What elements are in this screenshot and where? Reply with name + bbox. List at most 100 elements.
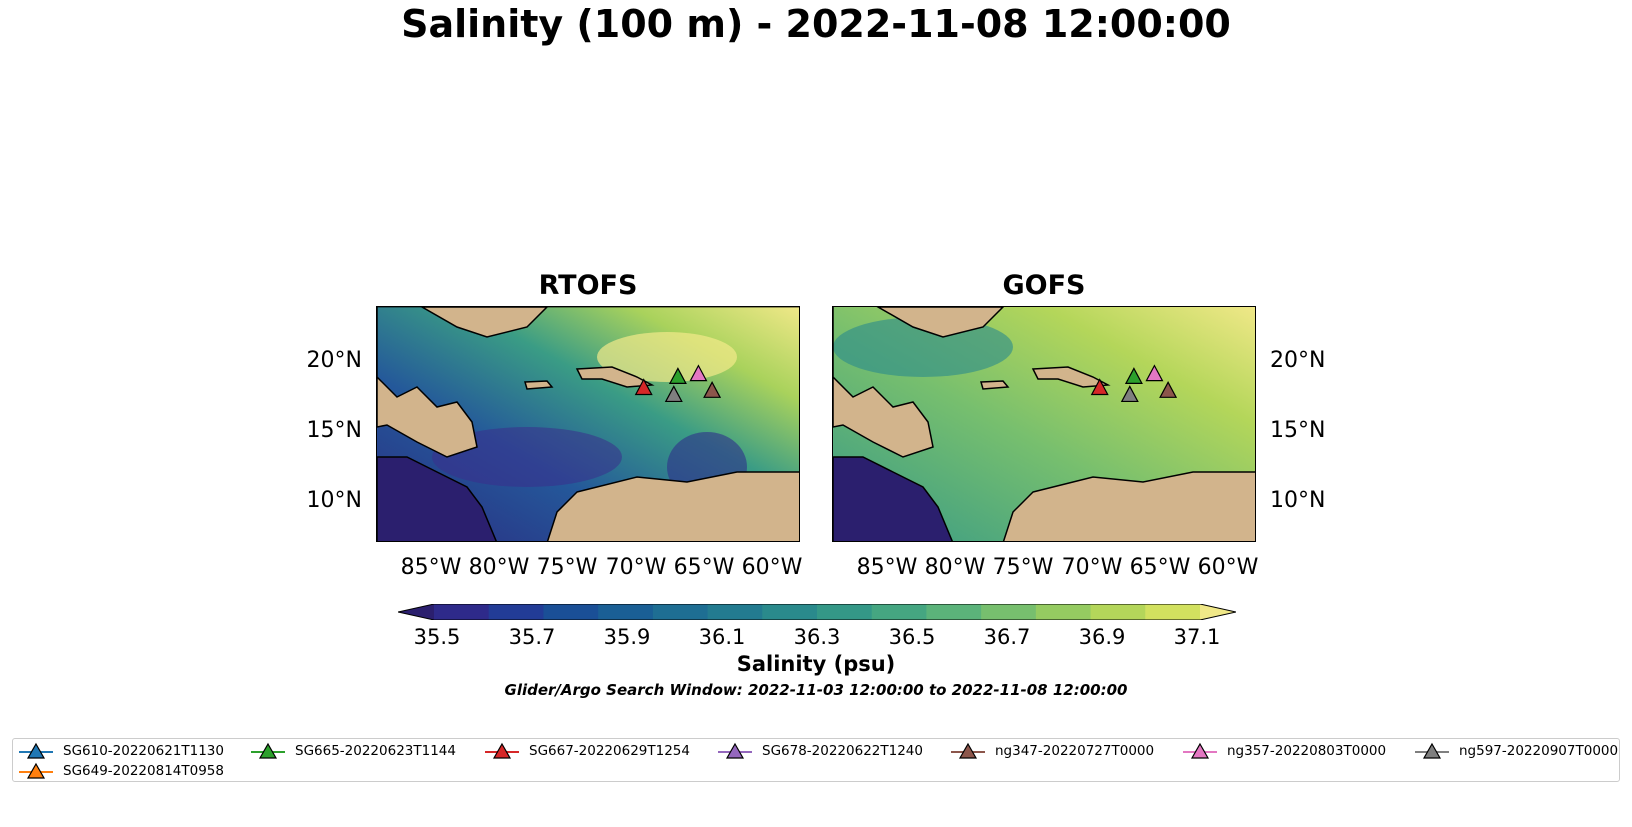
colorbar-tick: 36.5 [888,625,936,649]
legend-label: SG649-20220814T0958 [63,763,224,779]
triangle-marker-icon [485,742,519,759]
lon-tick-rtofs: 70°W [605,555,667,580]
glider-marker [1145,364,1164,382]
colorbar-segment [926,604,982,620]
glider-marker [634,378,653,396]
colorbar-tick: 36.3 [793,625,841,649]
triangle-marker-icon [951,742,985,759]
panel-title-rtofs: RTOFS [538,270,638,301]
legend-item: SG665-20220623T1144 [251,741,456,761]
colorbar-extend-min [398,604,434,620]
legend-label: ng597-20220907T0000 [1459,743,1619,759]
pacific-region [377,456,497,541]
lon-tick-rtofs: 75°W [536,555,598,580]
map-gofs[interactable] [832,306,1256,542]
lat-tick-right: 10°N [1270,488,1326,513]
legend-item: SG649-20220814T0958 [19,761,224,781]
colorbar [398,604,1236,620]
legend-label: ng347-20220727T0000 [995,743,1155,759]
colorbar-tick: 36.1 [698,625,746,649]
colorbar-segment [1035,604,1092,620]
colorbar-segment [981,604,1037,620]
glider-markers-rtofs [634,364,722,403]
glider-marker [1159,381,1178,398]
colorbar-extend-max [1200,604,1236,620]
cuba-land [876,307,1005,338]
south-america-land [1002,471,1255,541]
south-america-land [546,471,799,541]
jamaica-land [980,380,1010,390]
colorbar-segment [434,604,490,620]
glider-marker [664,385,683,403]
legend: SG610-20220621T1130 SG649-20220814T0958 … [12,738,1620,782]
colorbar-segment [1090,604,1146,620]
colorbar-tick: 35.9 [603,625,651,649]
colorbar-segment [762,604,818,620]
lon-tick-gofs: 65°W [1129,555,1191,580]
colorbar-segment [543,604,599,620]
colorbar-tick: 35.5 [413,625,461,649]
jamaica-land [524,380,554,390]
lon-tick-rtofs: 80°W [468,555,530,580]
legend-item: ng357-20220803T0000 [1183,741,1386,761]
map-rtofs-svg [377,307,799,541]
lon-tick-gofs: 85°W [856,555,918,580]
yucatan-land [833,307,934,458]
lon-tick-gofs: 60°W [1197,555,1259,580]
glider-marker [703,381,722,398]
colorbar-label: Salinity (psu) [736,652,896,676]
legend-item: SG667-20220629T1254 [485,741,690,761]
colorbar-segment [1145,604,1201,620]
colorbar-segment [598,604,654,620]
triangle-marker-icon [1183,742,1217,759]
legend-label: SG678-20220622T1240 [762,743,923,759]
glider-marker [668,367,687,385]
colorbar-segment [652,604,709,620]
triangle-marker-icon [1415,742,1449,759]
colorbar-tick: 36.7 [983,625,1031,649]
legend-label: SG665-20220623T1144 [295,743,456,759]
legend-label: SG667-20220629T1254 [529,743,690,759]
colorbar-segment [707,604,763,620]
search-window-text: Glider/Argo Search Window: 2022-11-03 12… [504,681,1128,699]
lon-tick-gofs: 70°W [1061,555,1123,580]
glider-markers-gofs [1090,364,1178,403]
map-rtofs[interactable] [376,306,800,542]
lat-tick-right: 20°N [1270,348,1326,373]
hispaniola-land [1031,366,1111,388]
colorbar-segment [817,604,873,620]
legend-label: ng357-20220803T0000 [1227,743,1387,759]
triangle-marker-icon [718,742,752,759]
legend-item: ng347-20220727T0000 [951,741,1154,761]
panel-title-gofs: GOFS [1002,270,1086,301]
triangle-marker-icon [251,742,285,759]
colorbar-segment [871,604,928,620]
colorbar-tick: 36.9 [1078,625,1126,649]
colorbar-segment [488,604,545,620]
triangle-marker-icon [19,742,53,759]
triangle-marker-icon [19,762,53,779]
legend-item: SG678-20220622T1240 [718,741,923,761]
yucatan-land [377,307,478,458]
lon-tick-gofs: 75°W [992,555,1054,580]
high-salinity-band [597,332,737,382]
lon-tick-gofs: 80°W [924,555,986,580]
lat-tick-left: 20°N [306,348,362,373]
cuba-land [420,307,549,338]
map-gofs-svg [833,307,1255,541]
colorbar-tick: 37.1 [1173,625,1221,649]
colorbar-tick: 35.7 [508,625,556,649]
legend-item: SG610-20220621T1130 [19,741,224,761]
figure-title: Salinity (100 m) - 2022-11-08 12:00:00 [401,2,1231,46]
legend-label: SG610-20220621T1130 [63,743,224,759]
glider-marker [1090,378,1109,396]
lat-tick-left: 10°N [306,488,362,513]
lon-tick-rtofs: 65°W [673,555,735,580]
low-salinity-eddy [432,427,622,487]
low-salinity-band [833,317,1013,377]
lat-tick-right: 15°N [1270,418,1326,443]
glider-marker [1120,385,1139,403]
glider-marker [689,364,708,382]
legend-item: ng597-20220907T0000 [1415,741,1618,761]
hispaniola-land [575,366,655,388]
